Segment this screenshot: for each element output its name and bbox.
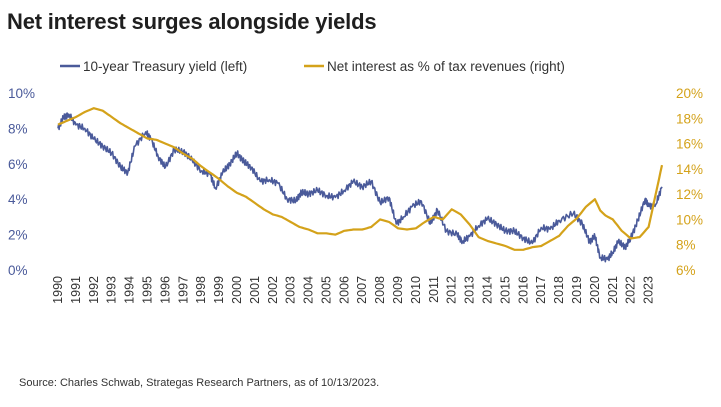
left-tick-label: 10%	[8, 86, 35, 101]
x-tick-label: 2008	[373, 276, 387, 304]
x-tick-label: 2019	[570, 276, 584, 304]
right-tick-label: 8%	[676, 238, 696, 253]
x-tick-label: 2002	[266, 276, 280, 304]
legend: 10-year Treasury yield (left) Net interes…	[60, 59, 565, 74]
x-tick-label: 2014	[481, 276, 495, 304]
x-tick-label: 1996	[158, 276, 172, 304]
net-interest-line	[57, 107, 664, 251]
right-axis: 6% 8% 10% 12% 14% 16% 18% 20%	[676, 86, 703, 278]
x-tick-label: 1994	[123, 276, 137, 304]
x-tick-label: 1997	[176, 276, 190, 304]
x-tick-label: 1993	[105, 276, 119, 304]
left-tick-label: 2%	[8, 228, 28, 243]
x-tick-label: 2000	[230, 276, 244, 304]
right-tick-label: 14%	[676, 162, 703, 177]
x-tick-label: 2011	[427, 276, 441, 303]
x-tick-label: 2017	[534, 276, 548, 304]
source-note: Source: Charles Schwab, Strategas Resear…	[19, 377, 380, 389]
x-tick-label: 2005	[319, 276, 333, 304]
x-tick-label: 2020	[588, 276, 602, 304]
left-tick-label: 6%	[8, 157, 28, 172]
x-tick-label: 1998	[194, 276, 208, 304]
x-tick-label: 2007	[355, 276, 369, 304]
x-axis: 1990 1991 1992 1993 1994 1995 1996 1997 1998 1999…	[51, 276, 656, 304]
x-tick-label: 2016	[516, 276, 530, 304]
left-tick-label: 4%	[8, 192, 28, 207]
left-tick-label: 8%	[8, 121, 28, 136]
x-tick-label: 2001	[248, 276, 262, 304]
right-tick-label: 16%	[676, 137, 703, 152]
left-axis: 0% 2% 4% 6% 8% 10%	[8, 86, 35, 278]
x-tick-label: 2013	[463, 276, 477, 304]
x-tick-label: 2004	[302, 276, 316, 304]
x-tick-label: 2023	[642, 276, 656, 304]
right-tick-label: 20%	[676, 86, 703, 101]
x-tick-label: 2018	[552, 276, 566, 304]
x-tick-label: 1999	[212, 276, 226, 304]
x-tick-label: 2015	[498, 276, 512, 304]
right-tick-label: 10%	[676, 212, 703, 227]
x-tick-label: 1995	[141, 276, 155, 304]
x-tick-label: 2009	[391, 276, 405, 304]
x-tick-label: 2010	[409, 276, 423, 304]
right-tick-label: 6%	[676, 263, 696, 278]
x-tick-label: 1991	[69, 276, 83, 304]
x-tick-label: 2012	[445, 276, 459, 304]
treasury-yield-line	[57, 112, 663, 263]
legend-label-2: Net interest as % of tax revenues (right…	[327, 59, 565, 74]
x-tick-label: 2021	[606, 276, 620, 304]
left-tick-label: 0%	[8, 263, 28, 278]
x-tick-label: 1990	[51, 276, 65, 304]
chart-title: Net interest surges alongside yields	[7, 9, 377, 34]
legend-label-1: 10-year Treasury yield (left)	[83, 59, 247, 74]
x-tick-label: 2006	[337, 276, 351, 304]
right-tick-label: 12%	[676, 187, 703, 202]
x-tick-label: 2003	[284, 276, 298, 304]
x-tick-label: 2022	[624, 276, 638, 304]
right-tick-label: 18%	[676, 111, 703, 126]
series-layer	[57, 107, 664, 263]
x-tick-label: 1992	[87, 276, 101, 304]
